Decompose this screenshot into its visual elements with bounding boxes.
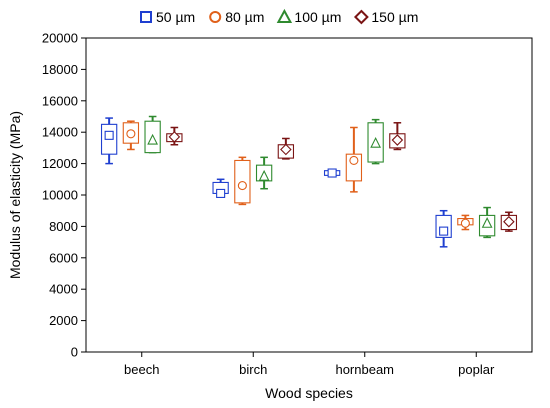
legend-marker <box>140 11 152 23</box>
box-hornbeam-0 <box>323 168 341 178</box>
median-marker <box>216 188 226 198</box>
median-marker <box>237 181 247 191</box>
legend-label-0: 50 µm <box>156 9 195 25</box>
series-1 <box>122 120 474 231</box>
y-tick-label: 10000 <box>42 188 78 203</box>
box-birch-0 <box>212 178 229 198</box>
legend-label-2: 100 µm <box>294 9 341 25</box>
legend: 50 µm 80 µm 100 µm 150 µm <box>140 8 418 25</box>
median-marker <box>168 131 181 143</box>
series-3 <box>166 122 518 232</box>
y-tick-label: 8000 <box>49 219 78 234</box>
y-tick-label: 16000 <box>42 93 78 108</box>
y-axis-title: Modulus of elasticity (MPa) <box>7 111 23 279</box>
legend-item-3: 150 µm <box>353 9 418 25</box>
box-hornbeam-1 <box>345 126 363 193</box>
median-marker <box>104 130 114 140</box>
legend-marker <box>209 11 222 23</box>
median-marker <box>349 155 359 166</box>
median-marker <box>391 134 404 146</box>
box-beech-1 <box>122 120 140 151</box>
x-axis-title: Wood species <box>265 385 353 401</box>
median-marker <box>481 217 493 228</box>
box-poplar-2 <box>478 206 496 239</box>
median-marker <box>460 218 470 228</box>
legend-marker <box>276 8 293 23</box>
box-birch-3 <box>277 137 295 160</box>
x-axis: beech birch hornbeam poplar <box>124 352 495 377</box>
box-poplar-1 <box>457 214 474 231</box>
legend-marker <box>353 9 369 25</box>
x-tick-label-poplar: poplar <box>458 362 495 377</box>
legend-item-0: 50 µm <box>140 9 195 25</box>
box-series <box>100 115 518 248</box>
y-tick-label: 4000 <box>49 282 78 297</box>
y-axis: 0 2000 4000 6000 8000 10000 12000 14000 16000 180… <box>42 31 86 360</box>
median-marker <box>370 136 382 148</box>
x-tick-label-birch: birch <box>239 362 267 377</box>
y-tick-label: 12000 <box>42 156 78 171</box>
plot-area-frame <box>85 37 533 353</box>
box-hornbeam-3 <box>389 122 406 151</box>
legend-item-2: 100 µm <box>276 8 341 25</box>
legend-label-1: 80 µm <box>225 9 264 25</box>
x-tick-label-hornbeam: hornbeam <box>335 362 394 377</box>
legend-item-1: 80 µm <box>209 9 264 25</box>
legend-label-3: 150 µm <box>371 9 418 25</box>
y-tick-label: 2000 <box>49 313 78 328</box>
box-birch-2 <box>255 156 273 190</box>
y-tick-label: 20000 <box>42 31 78 46</box>
box-beech-0 <box>100 117 118 165</box>
box-beech-2 <box>144 115 161 154</box>
box-hornbeam-2 <box>367 118 384 165</box>
y-tick-label: 0 <box>71 345 78 360</box>
median-marker <box>503 215 515 228</box>
median-marker <box>280 143 292 156</box>
y-tick-label: 14000 <box>42 125 78 140</box>
median-marker <box>147 133 159 145</box>
series-2 <box>144 115 496 239</box>
median-marker <box>439 226 449 236</box>
box-beech-3 <box>166 126 183 146</box>
series-0 <box>100 117 452 248</box>
x-tick-label-beech: beech <box>124 362 159 377</box>
median-marker <box>327 168 337 178</box>
y-tick-label: 6000 <box>49 250 78 265</box>
box-birch-1 <box>234 156 251 206</box>
y-tick-label: 18000 <box>42 62 78 77</box>
median-marker <box>258 169 270 181</box>
box-poplar-0 <box>435 209 452 248</box>
median-marker <box>126 129 136 139</box>
box-poplar-3 <box>500 211 518 232</box>
